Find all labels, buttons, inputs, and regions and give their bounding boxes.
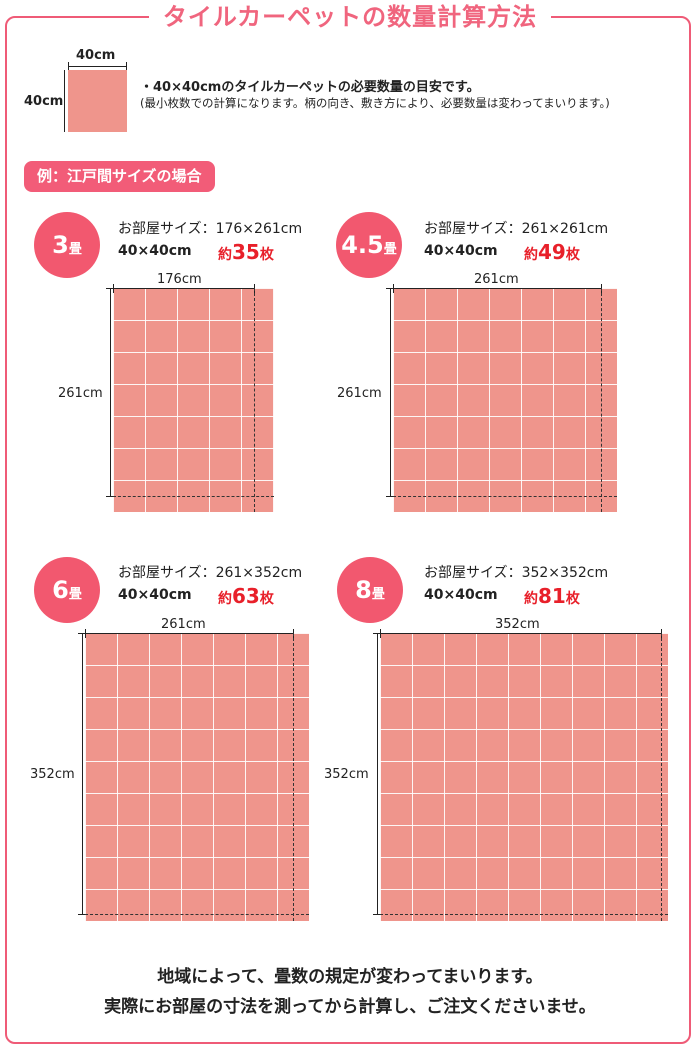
room-45-grid (393, 288, 617, 512)
swatch-width-label: 40cm (76, 48, 116, 63)
room-3-count-value: 35 (232, 240, 260, 264)
room-6-edge-v (293, 633, 294, 921)
room-8-height-tick-bottom (373, 914, 382, 915)
room-3-unit: 畳 (68, 242, 82, 257)
room-8-approx: 約 (524, 591, 538, 607)
room-3-height-line (110, 288, 111, 496)
room-3-height-tick-top (106, 288, 115, 289)
room-45-badge: 4.5畳 (336, 212, 402, 278)
room-8-width-label: 352cm (492, 617, 543, 632)
room-6-count-value: 63 (232, 584, 260, 608)
room-8-edge-h (380, 914, 668, 915)
room-3-tile: 40×40cm (118, 243, 192, 259)
room-3-edge-v (254, 288, 255, 512)
room-8-height-line (377, 633, 378, 914)
room-3-height-tick-bottom (106, 496, 115, 497)
room-8-width-line (380, 633, 661, 634)
room-8-count: 約81枚 (524, 584, 580, 608)
room-45-size: お部屋サイズ：261×261cm (424, 221, 609, 237)
room-8-size: お部屋サイズ：352×352cm (424, 565, 609, 581)
room-6-height-tick-top (78, 633, 87, 634)
example-label: 例：江戸間サイズの場合 (24, 161, 215, 192)
footer-line-2: 実際にお部屋の寸法を測ってから計算し、ご注文くださいませ。 (104, 997, 596, 1017)
room-3-badge: 3畳 (34, 212, 100, 278)
room-3-width-line (113, 288, 254, 289)
room-45-width-label: 261cm (471, 272, 522, 287)
room-6-height-tick-bottom (78, 914, 87, 915)
room-3-edge-h (113, 496, 274, 497)
swatch-height-label: 40cm (24, 94, 64, 109)
room-45-count-value: 49 (538, 240, 566, 264)
room-3-approx: 約 (218, 247, 232, 263)
room-45-approx: 約 (524, 247, 538, 263)
title-wrap: タイルカーペットの数量計算方法 (0, 0, 700, 36)
room-8-edge-v (661, 633, 662, 921)
room-8-height-label: 352cm (324, 767, 369, 782)
room-6-edge-h (85, 914, 309, 915)
room-6-count: 約63枚 (218, 584, 274, 608)
room-6-num: 6 (52, 576, 69, 604)
room-45-edge-v (601, 288, 602, 512)
room-45-unit: 畳 (383, 242, 397, 257)
note-line-2: (最小枚数での計算になります。柄の向き、敷き方により、必要数量は変わってまいりま… (140, 96, 610, 110)
room-6-unit: 畳 (68, 587, 82, 602)
page-title: タイルカーペットの数量計算方法 (148, 0, 552, 34)
room-3-grid (113, 288, 274, 512)
room-6-count-unit: 枚 (259, 591, 274, 607)
room-8-unit: 畳 (371, 587, 385, 602)
room-6-size: お部屋サイズ：261×352cm (118, 565, 303, 581)
room-45-num: 4.5 (341, 231, 384, 259)
room-8-height-tick-top (373, 633, 382, 634)
room-45-height-line (390, 288, 391, 496)
room-45-width-line (393, 288, 601, 289)
swatch-width-tick-left (68, 62, 69, 71)
room-8-count-unit: 枚 (565, 591, 580, 607)
room-45-edge-h (393, 496, 617, 497)
room-3-num: 3 (52, 231, 69, 259)
note-line-1: ・40×40cmのタイルカーペットの必要数量の目安です。 (140, 80, 480, 95)
room-6-grid (85, 633, 309, 921)
room-45-tile: 40×40cm (424, 243, 498, 259)
swatch-width-line (68, 66, 127, 67)
room-8-grid (380, 633, 668, 921)
room-45-height-label: 261cm (337, 386, 382, 401)
footer-line-1: 地域によって、畳数の規定が変わってまいります。 (157, 967, 543, 987)
room-6-tile: 40×40cm (118, 587, 192, 603)
room-3-count-unit: 枚 (259, 247, 274, 263)
swatch-width-tick-right (126, 62, 127, 71)
room-8-tile: 40×40cm (424, 587, 498, 603)
room-45-count-unit: 枚 (565, 247, 580, 263)
room-6-width-line (85, 633, 293, 634)
room-6-height-label: 352cm (30, 767, 75, 782)
room-8-num: 8 (355, 576, 372, 604)
swatch-height-line (64, 70, 65, 132)
room-3-width-label: 176cm (154, 272, 205, 287)
room-45-count: 約49枚 (524, 240, 580, 264)
room-8-count-value: 81 (538, 584, 566, 608)
room-8-badge: 8畳 (337, 557, 403, 623)
room-45-height-tick-bottom (386, 496, 395, 497)
room-6-badge: 6畳 (34, 557, 100, 623)
room-45-height-tick-top (386, 288, 395, 289)
room-3-height-label: 261cm (58, 386, 103, 401)
room-3-count: 約35枚 (218, 240, 274, 264)
room-6-height-line (82, 633, 83, 914)
room-3-size: お部屋サイズ：176×261cm (118, 221, 303, 237)
tile-swatch (68, 70, 127, 132)
room-6-width-label: 261cm (158, 617, 209, 632)
room-6-approx: 約 (218, 591, 232, 607)
